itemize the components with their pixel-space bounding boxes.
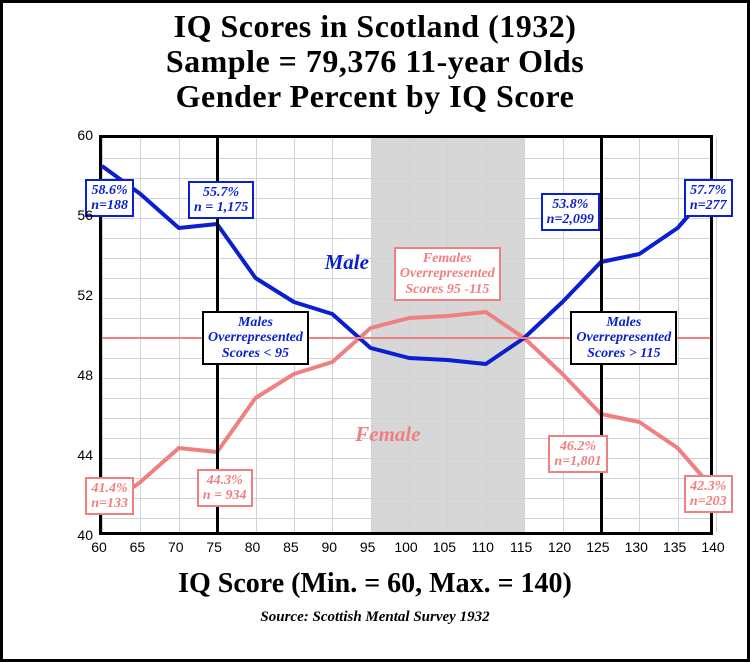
data-callout: 44.3%n = 934 — [197, 469, 253, 508]
data-callout: 41.4%n=133 — [85, 477, 134, 516]
series-label-male: Male — [325, 250, 369, 275]
chart-area: Gender Percent by IQ Score MaleFemale58.… — [63, 135, 713, 565]
x-tick-label: 80 — [238, 539, 268, 555]
y-tick-label: 48 — [63, 367, 93, 383]
x-tick-label: 130 — [621, 539, 651, 555]
chart-title: IQ Scores in Scotland (1932) Sample = 79… — [3, 3, 747, 115]
title-line-3: Gender Percent by IQ Score — [3, 79, 747, 114]
x-tick-label: 120 — [545, 539, 575, 555]
data-callout: 55.7%n = 1,175 — [188, 181, 254, 220]
x-tick-label: 140 — [698, 539, 728, 555]
y-tick-label: 56 — [63, 207, 93, 223]
x-tick-label: 135 — [660, 539, 690, 555]
x-tick-label: 95 — [353, 539, 383, 555]
x-tick-label: 70 — [161, 539, 191, 555]
plot-area: MaleFemale58.6%n=18855.7%n = 1,17553.8%n… — [99, 135, 713, 535]
annotation-box: MalesOverrepresentedScores > 115 — [570, 311, 677, 365]
x-tick-label: 125 — [583, 539, 613, 555]
x-tick-label: 90 — [314, 539, 344, 555]
annotation-box: MalesOverrepresentedScores < 95 — [202, 311, 309, 365]
x-tick-label: 60 — [84, 539, 114, 555]
x-tick-label: 75 — [199, 539, 229, 555]
x-tick-label: 65 — [122, 539, 152, 555]
x-axis-label: IQ Score (Min. = 60, Max. = 140) — [3, 568, 747, 600]
x-tick-label: 115 — [506, 539, 536, 555]
x-tick-label: 105 — [429, 539, 459, 555]
y-tick-label: 44 — [63, 447, 93, 463]
y-tick-label: 60 — [63, 127, 93, 143]
source-caption: Source: Scottish Mental Survey 1932 — [3, 609, 747, 626]
annotation-box: FemalesOverrepresentedScores 95 -115 — [394, 247, 501, 301]
x-tick-label: 110 — [468, 539, 498, 555]
title-line-1: IQ Scores in Scotland (1932) — [3, 9, 747, 44]
title-line-2: Sample = 79,376 11-year Olds — [3, 44, 747, 79]
data-callout: 42.3%n=203 — [684, 475, 733, 514]
x-tick-label: 85 — [276, 539, 306, 555]
series-label-female: Female — [355, 422, 420, 447]
data-callout: 53.8%n=2,099 — [541, 193, 600, 232]
y-tick-label: 52 — [63, 287, 93, 303]
x-tick-label: 100 — [391, 539, 421, 555]
data-callout: 46.2%n=1,801 — [548, 435, 607, 474]
chart-frame: IQ Scores in Scotland (1932) Sample = 79… — [0, 0, 750, 662]
data-callout: 57.7%n=277 — [684, 179, 733, 218]
